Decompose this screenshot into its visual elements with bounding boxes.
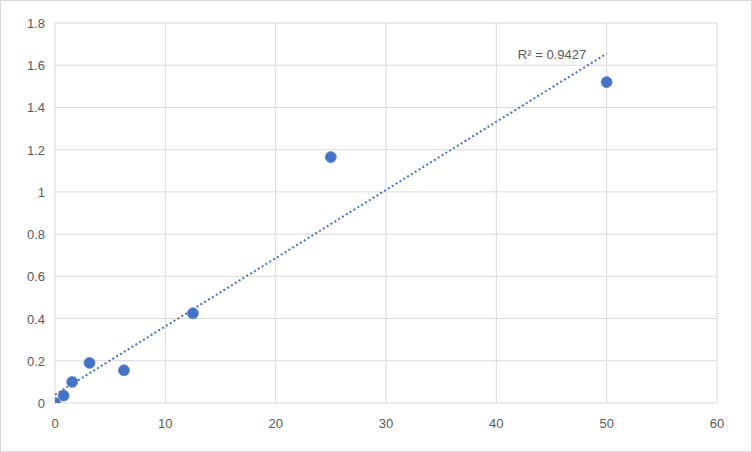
chart-svg: 0 0.2 0.4 0.6 0.8 1 1.2 1.4 1.6 1.8 0 10 20 30 40 50 60 R…	[0, 0, 752, 452]
x-tick-label: 20	[268, 416, 282, 431]
x-grid-line	[165, 23, 166, 403]
x-grid-line	[717, 23, 718, 403]
x-tick-label: 10	[158, 416, 172, 431]
scatter-point	[67, 376, 78, 387]
x-tick-label: 50	[599, 416, 613, 431]
y-tick-label: 1.2	[27, 143, 45, 158]
x-grid-line	[386, 23, 387, 403]
scatter-point	[601, 77, 612, 88]
chart-border	[1, 1, 752, 452]
x-grid-line	[496, 23, 497, 403]
y-tick-label: 1.4	[27, 100, 45, 115]
annotation: R² = 0.9427	[518, 47, 586, 62]
scatter-point	[84, 357, 95, 368]
x-tick-label: 30	[379, 416, 393, 431]
y-tick-label: 1.6	[27, 58, 45, 73]
x-tick-label: 60	[710, 416, 724, 431]
x-grid-line	[55, 23, 56, 403]
y-tick-label: 1	[38, 185, 45, 200]
y-tick-label: 0.6	[27, 269, 45, 284]
data-group	[55, 54, 612, 403]
y-tick-label: 0	[38, 396, 45, 411]
y-tick-label: 0.2	[27, 354, 45, 369]
scatter-point	[118, 365, 129, 376]
x-tick-label: 40	[489, 416, 503, 431]
scatter-point	[325, 152, 336, 163]
x-tick-label: 0	[51, 416, 58, 431]
x-grid-line	[275, 23, 276, 403]
y-tick-label: 0.4	[27, 312, 45, 327]
y-tick-label: 1.8	[27, 16, 45, 31]
trend-line	[55, 54, 607, 395]
chart-container: 0 0.2 0.4 0.6 0.8 1 1.2 1.4 1.6 1.8 0 10 20 30 40 50 60 R…	[0, 0, 752, 452]
y-tick-label: 0.8	[27, 227, 45, 242]
